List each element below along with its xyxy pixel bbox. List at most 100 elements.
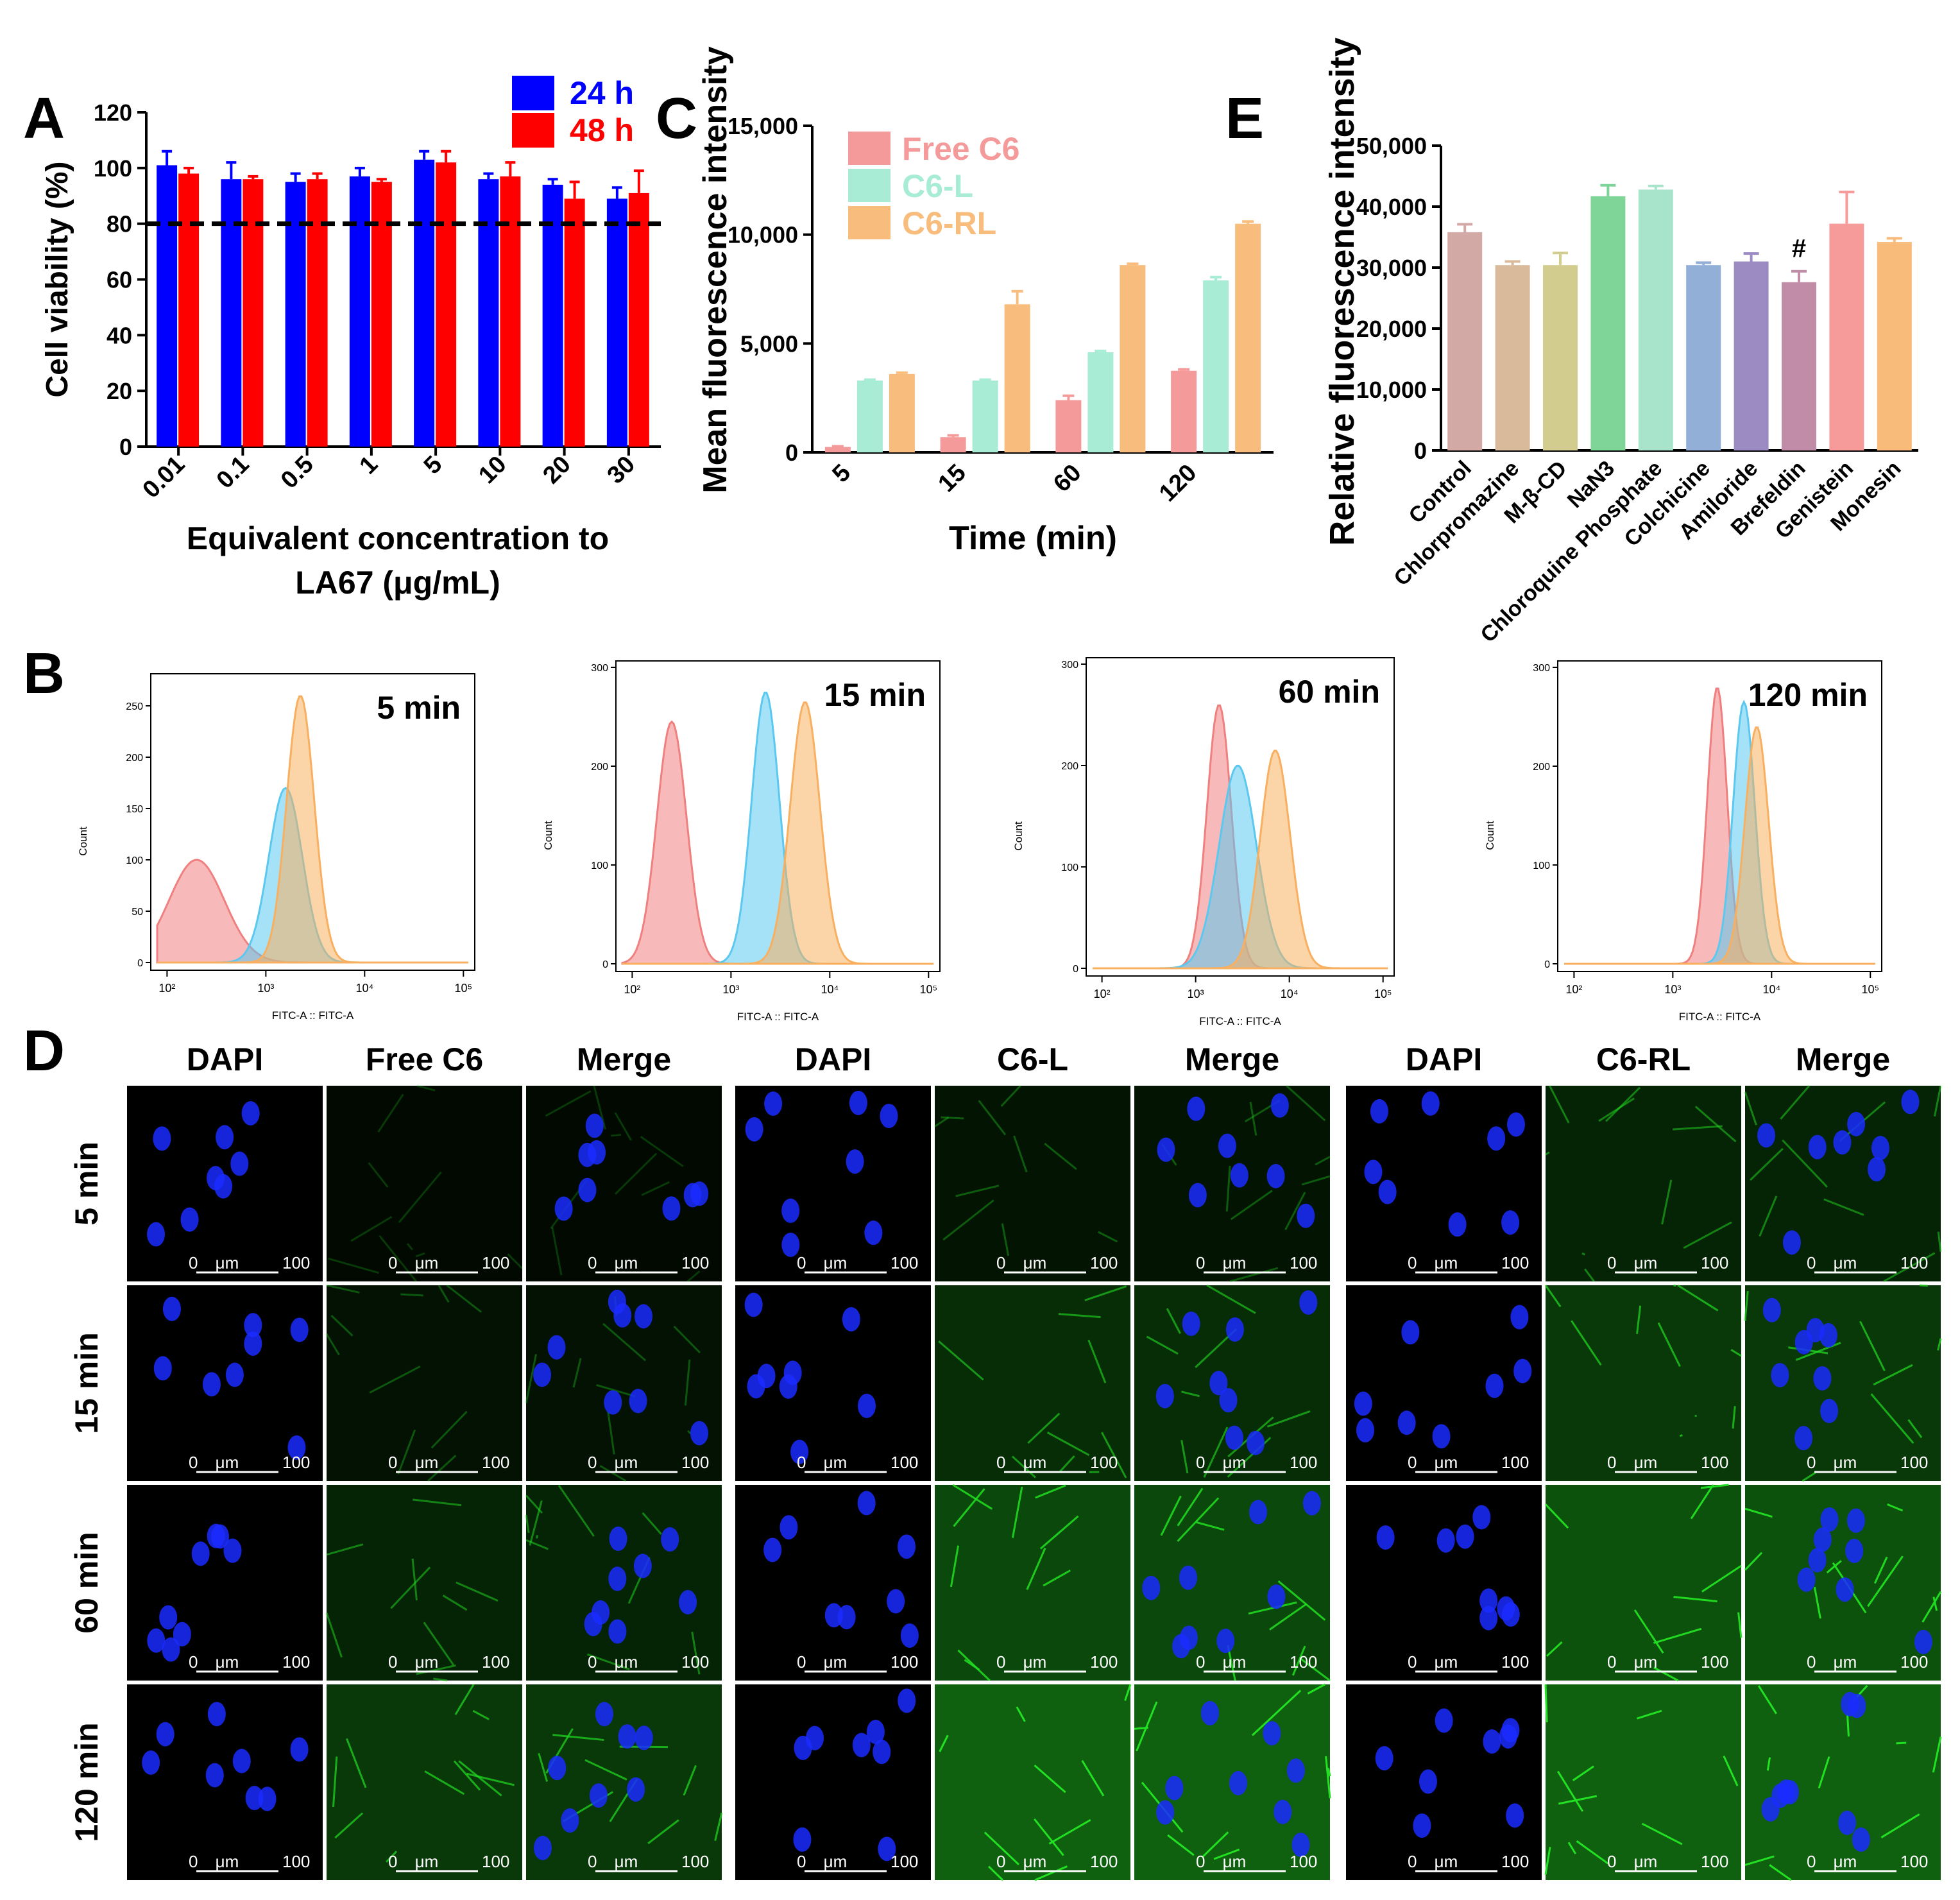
b-x-tick-label: 10³ (1664, 983, 1681, 996)
d-green-filament (1766, 1757, 1771, 1771)
panel-d-microscopy: DAPI 0 μm 100 0 μm 100 0 μm 100 0 μm 100 Free C6 0 μm 10… (23, 1019, 1942, 1881)
b-plot-frame (615, 660, 941, 972)
d-scale-unit: μm (1023, 1652, 1047, 1672)
d-scale-unit: μm (216, 1852, 239, 1871)
d-green-filament (1823, 1198, 1864, 1216)
d-nucleus (1188, 1183, 1207, 1208)
d-green-filament (1124, 1684, 1132, 1701)
d-green-filament (1598, 1097, 1635, 1122)
d-green-signal (1546, 1285, 1741, 1481)
a-y-tick-label: 20 (107, 378, 132, 404)
d-nucleus (223, 1538, 242, 1563)
d-nucleus (1354, 1391, 1372, 1416)
d-green-filament (1759, 1195, 1778, 1237)
b-panel-title: 120 min (1748, 677, 1868, 713)
d-green-filament (1000, 1084, 1021, 1107)
d-green-filament (1870, 1393, 1914, 1444)
d-green-filament (427, 1455, 457, 1482)
d-nucleus (578, 1177, 597, 1202)
b-x-tick-label: 10³ (722, 983, 739, 996)
e-bar (1447, 232, 1483, 450)
d-micrograph-tile (1134, 1086, 1330, 1281)
d-nucleus (780, 1515, 798, 1540)
d-column-header: DAPI (187, 1041, 263, 1077)
d-green-filament (614, 1112, 633, 1141)
d-scale-unit: μm (1834, 1852, 1857, 1871)
d-nucleus (783, 1360, 802, 1385)
d-nucleus (866, 1720, 885, 1745)
d-green-filament (458, 1760, 502, 1797)
d-green-filament (1932, 1736, 1942, 1773)
d-nucleus (794, 1735, 812, 1760)
d-green-filament (1101, 1432, 1127, 1478)
d-green-filament (1048, 1819, 1091, 1845)
d-scale-end: 100 (482, 1652, 509, 1672)
d-green-filament (1937, 1231, 1942, 1252)
d-green-filament (1035, 1484, 1066, 1499)
d-scale-unit: μm (216, 1453, 239, 1472)
d-green-filament (1750, 1147, 1784, 1181)
b-x-tick-label: 10⁵ (920, 983, 937, 996)
d-nucleus (849, 1090, 867, 1115)
e-bar (1638, 189, 1673, 450)
d-green-filament (1059, 1455, 1075, 1473)
panel-label-a: A (23, 87, 65, 151)
d-scale-start: 0 (1408, 1652, 1417, 1672)
d-green-filament (400, 1293, 423, 1297)
d-scale-end: 100 (1501, 1253, 1529, 1272)
d-scale-unit: μm (1834, 1253, 1857, 1272)
e-bar (1829, 223, 1864, 450)
d-nucleus (764, 1091, 783, 1116)
d-green-signal (935, 1684, 1130, 1880)
e-bar (1734, 261, 1769, 450)
a-legend-swatch (512, 113, 554, 148)
d-green-filament (1813, 1587, 1821, 1619)
e-bar (1495, 265, 1530, 450)
d-nucleus (1813, 1366, 1832, 1391)
d-scale-start: 0 (189, 1652, 198, 1672)
d-green-filament (334, 1812, 364, 1839)
d-nucleus (1230, 1163, 1248, 1188)
panel-label-c: C (656, 87, 697, 151)
d-nucleus (241, 1100, 260, 1125)
d-green-filament (466, 1772, 515, 1786)
d-green-filament (1195, 1521, 1225, 1531)
d-nucleus (554, 1196, 573, 1221)
d-green-filament (1013, 1135, 1028, 1172)
d-nucleus (1286, 1758, 1305, 1783)
b-x-axis-label: FITC-A :: FITC-A (737, 1011, 819, 1023)
e-y-axis-label: Relative fluorescence intensity (1323, 37, 1361, 545)
d-green-filament (525, 1539, 549, 1550)
c-bar (1004, 304, 1030, 452)
c-legend-swatch (848, 169, 891, 202)
d-scale-start: 0 (1408, 1253, 1417, 1272)
d-nucleus (216, 1125, 234, 1150)
d-green-filament (446, 1284, 482, 1313)
b-x-tick-label: 10³ (1188, 988, 1204, 1000)
d-nucleus (1179, 1625, 1198, 1650)
d-nucleus (618, 1724, 636, 1749)
d-scale-end: 100 (681, 1453, 709, 1472)
d-scale-start: 0 (388, 1852, 397, 1871)
d-green-filament (1098, 1231, 1118, 1243)
d-green-filament (1034, 1865, 1068, 1881)
d-green-filament (599, 1465, 627, 1482)
d-green-filament (673, 1326, 701, 1354)
d-green-filament (934, 1117, 950, 1127)
d-scale-unit: μm (415, 1652, 439, 1672)
d-nucleus (1364, 1160, 1383, 1185)
d-scale-start: 0 (588, 1453, 597, 1472)
d-green-filament (586, 1653, 630, 1671)
d-green-filament (379, 1235, 417, 1282)
d-green-filament (1933, 1085, 1942, 1117)
d-green-filament (953, 1488, 985, 1527)
d-green-filament (545, 1090, 592, 1117)
d-green-filament (1723, 1755, 1739, 1786)
d-green-filament (1177, 1487, 1204, 1527)
d-scale-start: 0 (1196, 1253, 1205, 1272)
d-scale-unit: μm (415, 1253, 439, 1272)
d-nucleus (763, 1537, 782, 1562)
c-bar (1203, 280, 1229, 452)
d-green-filament (1932, 1596, 1938, 1611)
d-green-signal (935, 1285, 1130, 1481)
